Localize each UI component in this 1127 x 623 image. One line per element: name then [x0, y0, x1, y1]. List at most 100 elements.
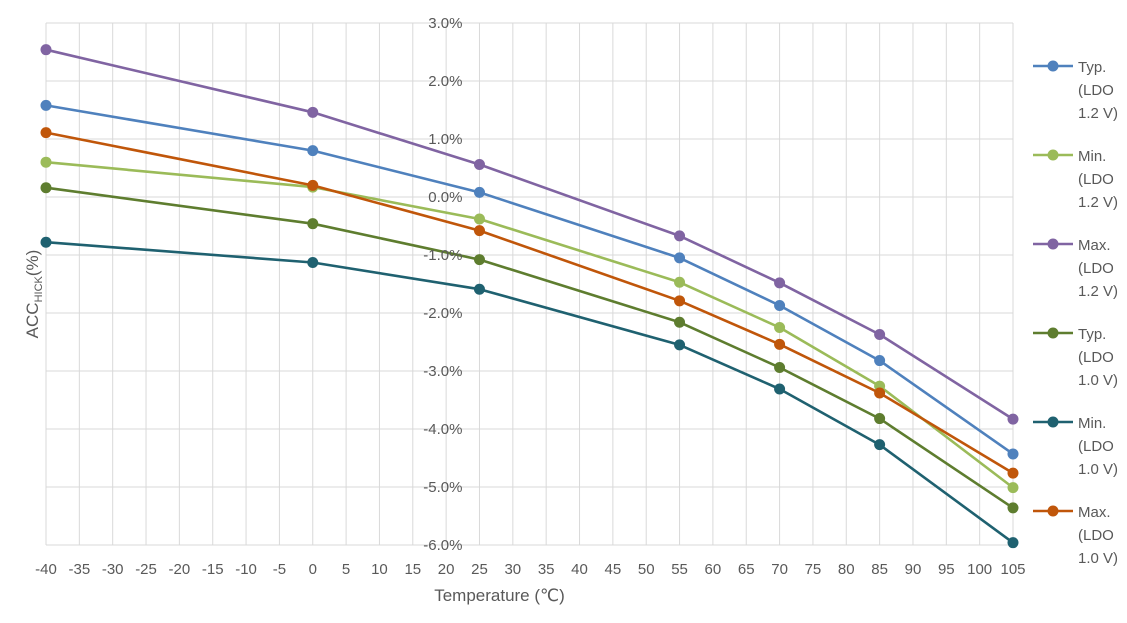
data-point	[307, 106, 319, 118]
data-point	[40, 99, 52, 111]
data-point	[774, 299, 786, 311]
legend-label: Max.	[1078, 237, 1111, 254]
legend-label: Typ.	[1078, 59, 1106, 76]
y-tick-label: 1.0%	[428, 131, 462, 148]
data-point	[774, 383, 786, 395]
x-tick-label: 55	[671, 561, 688, 578]
data-point	[307, 179, 319, 191]
data-point	[874, 328, 886, 340]
legend-swatch-marker	[1047, 416, 1059, 428]
x-tick-label: 35	[538, 561, 555, 578]
x-tick-label: 50	[638, 561, 655, 578]
legend-label: Min.	[1078, 415, 1106, 432]
y-tick-label: 3.0%	[428, 15, 462, 32]
x-tick-label: 100	[967, 561, 992, 578]
data-point	[774, 277, 786, 289]
data-point	[1007, 448, 1019, 460]
y-tick-label: -2.0%	[423, 305, 462, 322]
y-tick-label: 0.0%	[428, 189, 462, 206]
x-tick-label: 15	[404, 561, 421, 578]
data-point	[473, 186, 485, 198]
x-tick-label: 65	[738, 561, 755, 578]
x-tick-label: 95	[938, 561, 955, 578]
legend-label: Typ.	[1078, 326, 1106, 343]
data-point	[1007, 502, 1019, 514]
data-point	[674, 252, 686, 264]
y-axis-title-suffix: (%)	[23, 250, 42, 276]
x-tick-label: 10	[371, 561, 388, 578]
legend-swatch-marker	[1047, 149, 1059, 161]
data-point	[874, 413, 886, 425]
data-point	[674, 339, 686, 351]
data-point	[40, 127, 52, 139]
legend-entry-6: Max. (LDO 1.0 V)	[1033, 504, 1118, 567]
x-tick-label: 0	[309, 561, 317, 578]
x-tick-label: 70	[771, 561, 788, 578]
series-5	[40, 236, 1019, 549]
legend-label: (LDO	[1078, 438, 1114, 455]
x-tick-label: 5	[342, 561, 350, 578]
x-tick-label: 75	[805, 561, 822, 578]
data-point	[674, 230, 686, 242]
legend-label: 1.0 V)	[1078, 461, 1118, 478]
legend-label: Max.	[1078, 504, 1111, 521]
data-point	[40, 182, 52, 194]
legend-swatch-marker	[1047, 60, 1059, 72]
x-tick-label: 45	[605, 561, 622, 578]
data-point	[674, 316, 686, 328]
x-tick-label: -10	[235, 561, 257, 578]
data-point	[307, 145, 319, 157]
x-tick-label: 85	[871, 561, 888, 578]
data-point	[1007, 537, 1019, 549]
x-tick-label: 105	[1000, 561, 1025, 578]
data-point	[473, 159, 485, 171]
legend-entry-4: Typ. (LDO 1.0 V)	[1033, 326, 1118, 389]
legend-entry-3: Max. (LDO 1.2 V)	[1033, 237, 1118, 300]
legend-label: 1.2 V)	[1078, 194, 1118, 211]
x-tick-label: 40	[571, 561, 588, 578]
data-point	[874, 355, 886, 367]
data-point	[874, 387, 886, 399]
grid-layer	[45, 22, 1014, 546]
legend-entry-1: Typ. (LDO 1.2 V)	[1033, 59, 1118, 122]
data-point	[40, 236, 52, 248]
legend-label: (LDO	[1078, 82, 1114, 99]
series-6	[40, 127, 1019, 479]
data-point	[40, 156, 52, 168]
y-tick-label: -6.0%	[423, 537, 462, 554]
data-point	[1007, 413, 1019, 425]
data-point	[1007, 482, 1019, 494]
data-point	[307, 218, 319, 230]
series-4	[40, 182, 1019, 514]
x-tick-label: 20	[438, 561, 455, 578]
x-tick-label: -5	[273, 561, 286, 578]
legend-entry-5: Min. (LDO 1.0 V)	[1033, 415, 1118, 478]
x-tick-label: -30	[102, 561, 124, 578]
legend-label: 1.2 V)	[1078, 105, 1118, 122]
data-point	[674, 295, 686, 307]
y-tick-label: -1.0%	[423, 247, 462, 264]
legend-entry-2: Min. (LDO 1.2 V)	[1033, 148, 1118, 211]
legend-label: (LDO	[1078, 527, 1114, 544]
legend-label: (LDO	[1078, 349, 1114, 366]
x-axis-title: Temperature (℃)	[434, 586, 565, 605]
y-tick-label: -5.0%	[423, 479, 462, 496]
legend-swatch-marker	[1047, 505, 1059, 517]
legend: Typ. (LDO 1.2 V) Min. (LDO 1.2 V) Max. (LDO 1.2 …	[1033, 59, 1118, 567]
y-tick-label: -4.0%	[423, 421, 462, 438]
series-line	[45, 104, 1014, 455]
series-3	[40, 44, 1019, 425]
data-point	[473, 213, 485, 225]
data-point	[473, 283, 485, 295]
x-tick-label: 60	[705, 561, 722, 578]
series-line	[45, 240, 1014, 544]
legend-label: 1.0 V)	[1078, 372, 1118, 389]
legend-label: (LDO	[1078, 171, 1114, 188]
x-tick-label: 30	[504, 561, 521, 578]
legend-label: 1.0 V)	[1078, 550, 1118, 567]
x-tick-label: 80	[838, 561, 855, 578]
data-point	[874, 439, 886, 451]
legend-label: Min.	[1078, 148, 1106, 165]
